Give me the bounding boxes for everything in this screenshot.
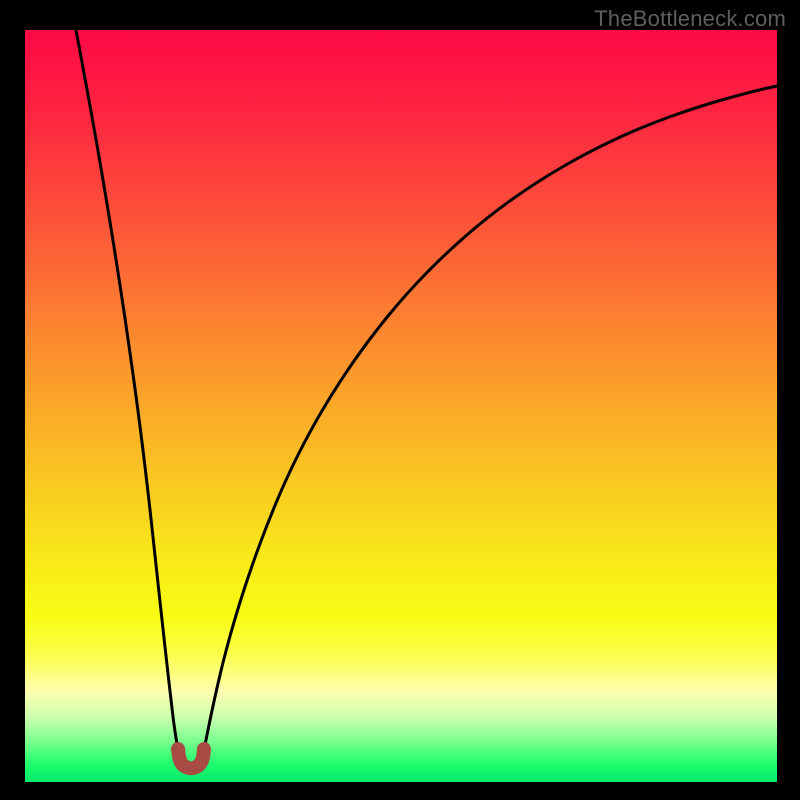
chart-root: { "watermark": { "text": "TheBottleneck.… — [0, 0, 800, 800]
bottleneck-plot — [0, 0, 800, 800]
